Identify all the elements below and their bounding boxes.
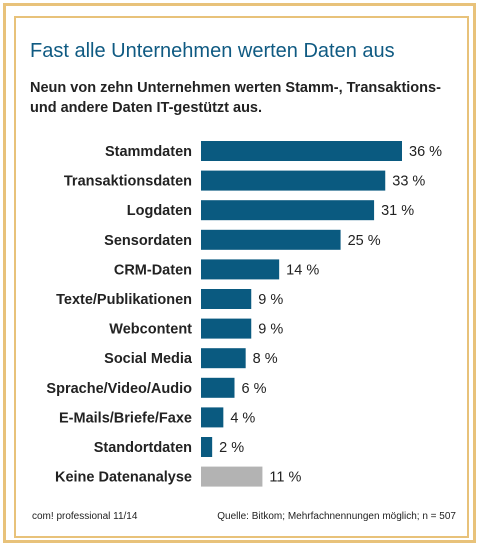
bar-standortdaten (201, 437, 213, 457)
category-label-transaktionsdaten: Transaktionsdaten (64, 174, 192, 190)
category-label-social-media: Social Media (104, 351, 193, 367)
bar-sprache-video-audio (201, 377, 235, 398)
value-label-keine-datenanalyse: 11 % (269, 470, 301, 486)
bar-sensordaten (201, 229, 341, 250)
value-label-crm-daten: 14 % (286, 262, 319, 278)
source-note: Quelle: Bitkom; Mehrfachnennungen möglic… (217, 511, 456, 522)
value-label-transaktionsdaten: 33 % (392, 174, 425, 190)
bar-stammdaten (201, 141, 402, 161)
value-label-stammdaten: 36 % (409, 144, 442, 160)
category-label-e-mails-briefe-faxe: E-Mails/Briefe/Faxe (59, 410, 192, 426)
category-label-sprache-video-audio: Sprache/Video/Audio (46, 381, 192, 397)
value-label-texte-publikationen: 9 % (258, 292, 283, 308)
category-label-sensordaten: Sensordaten (104, 233, 192, 249)
value-label-social-media: 8 % (253, 351, 278, 367)
value-label-webcontent: 9 % (258, 322, 283, 338)
bar-keine-datenanalyse (201, 466, 263, 487)
publication-note: com! professional 11/14 (32, 511, 138, 522)
bar-webcontent (201, 318, 252, 339)
value-label-standortdaten: 2 % (219, 440, 244, 456)
bar-crm-daten (201, 259, 280, 280)
chart-subtitle: Neun von zehn Unternehmen werten Stamm-,… (30, 80, 441, 116)
value-label-logdaten: 31 % (381, 203, 414, 219)
bar-social-media (201, 348, 246, 369)
bar-texte-publikationen (201, 289, 252, 309)
value-label-e-mails-briefe-faxe: 4 % (230, 410, 255, 426)
bar-transaktionsdaten (201, 170, 386, 191)
chart-title: Fast alle Unternehmen werten Daten aus (30, 40, 395, 62)
bar-e-mails-briefe-faxe (201, 407, 224, 428)
category-label-texte-publikationen: Texte/Publikationen (56, 292, 192, 308)
category-label-webcontent: Webcontent (109, 322, 192, 338)
value-label-sprache-video-audio: 6 % (242, 381, 267, 397)
bar-logdaten (201, 200, 375, 221)
inner-frame (14, 16, 469, 538)
outer-frame (3, 3, 476, 543)
category-label-stammdaten: Stammdaten (105, 144, 192, 160)
category-label-keine-datenanalyse: Keine Datenanalyse (55, 470, 192, 486)
category-label-standortdaten: Standortdaten (94, 440, 192, 456)
value-label-sensordaten: 25 % (348, 233, 381, 249)
category-label-crm-daten: CRM-Daten (114, 262, 192, 278)
category-label-logdaten: Logdaten (127, 203, 192, 219)
